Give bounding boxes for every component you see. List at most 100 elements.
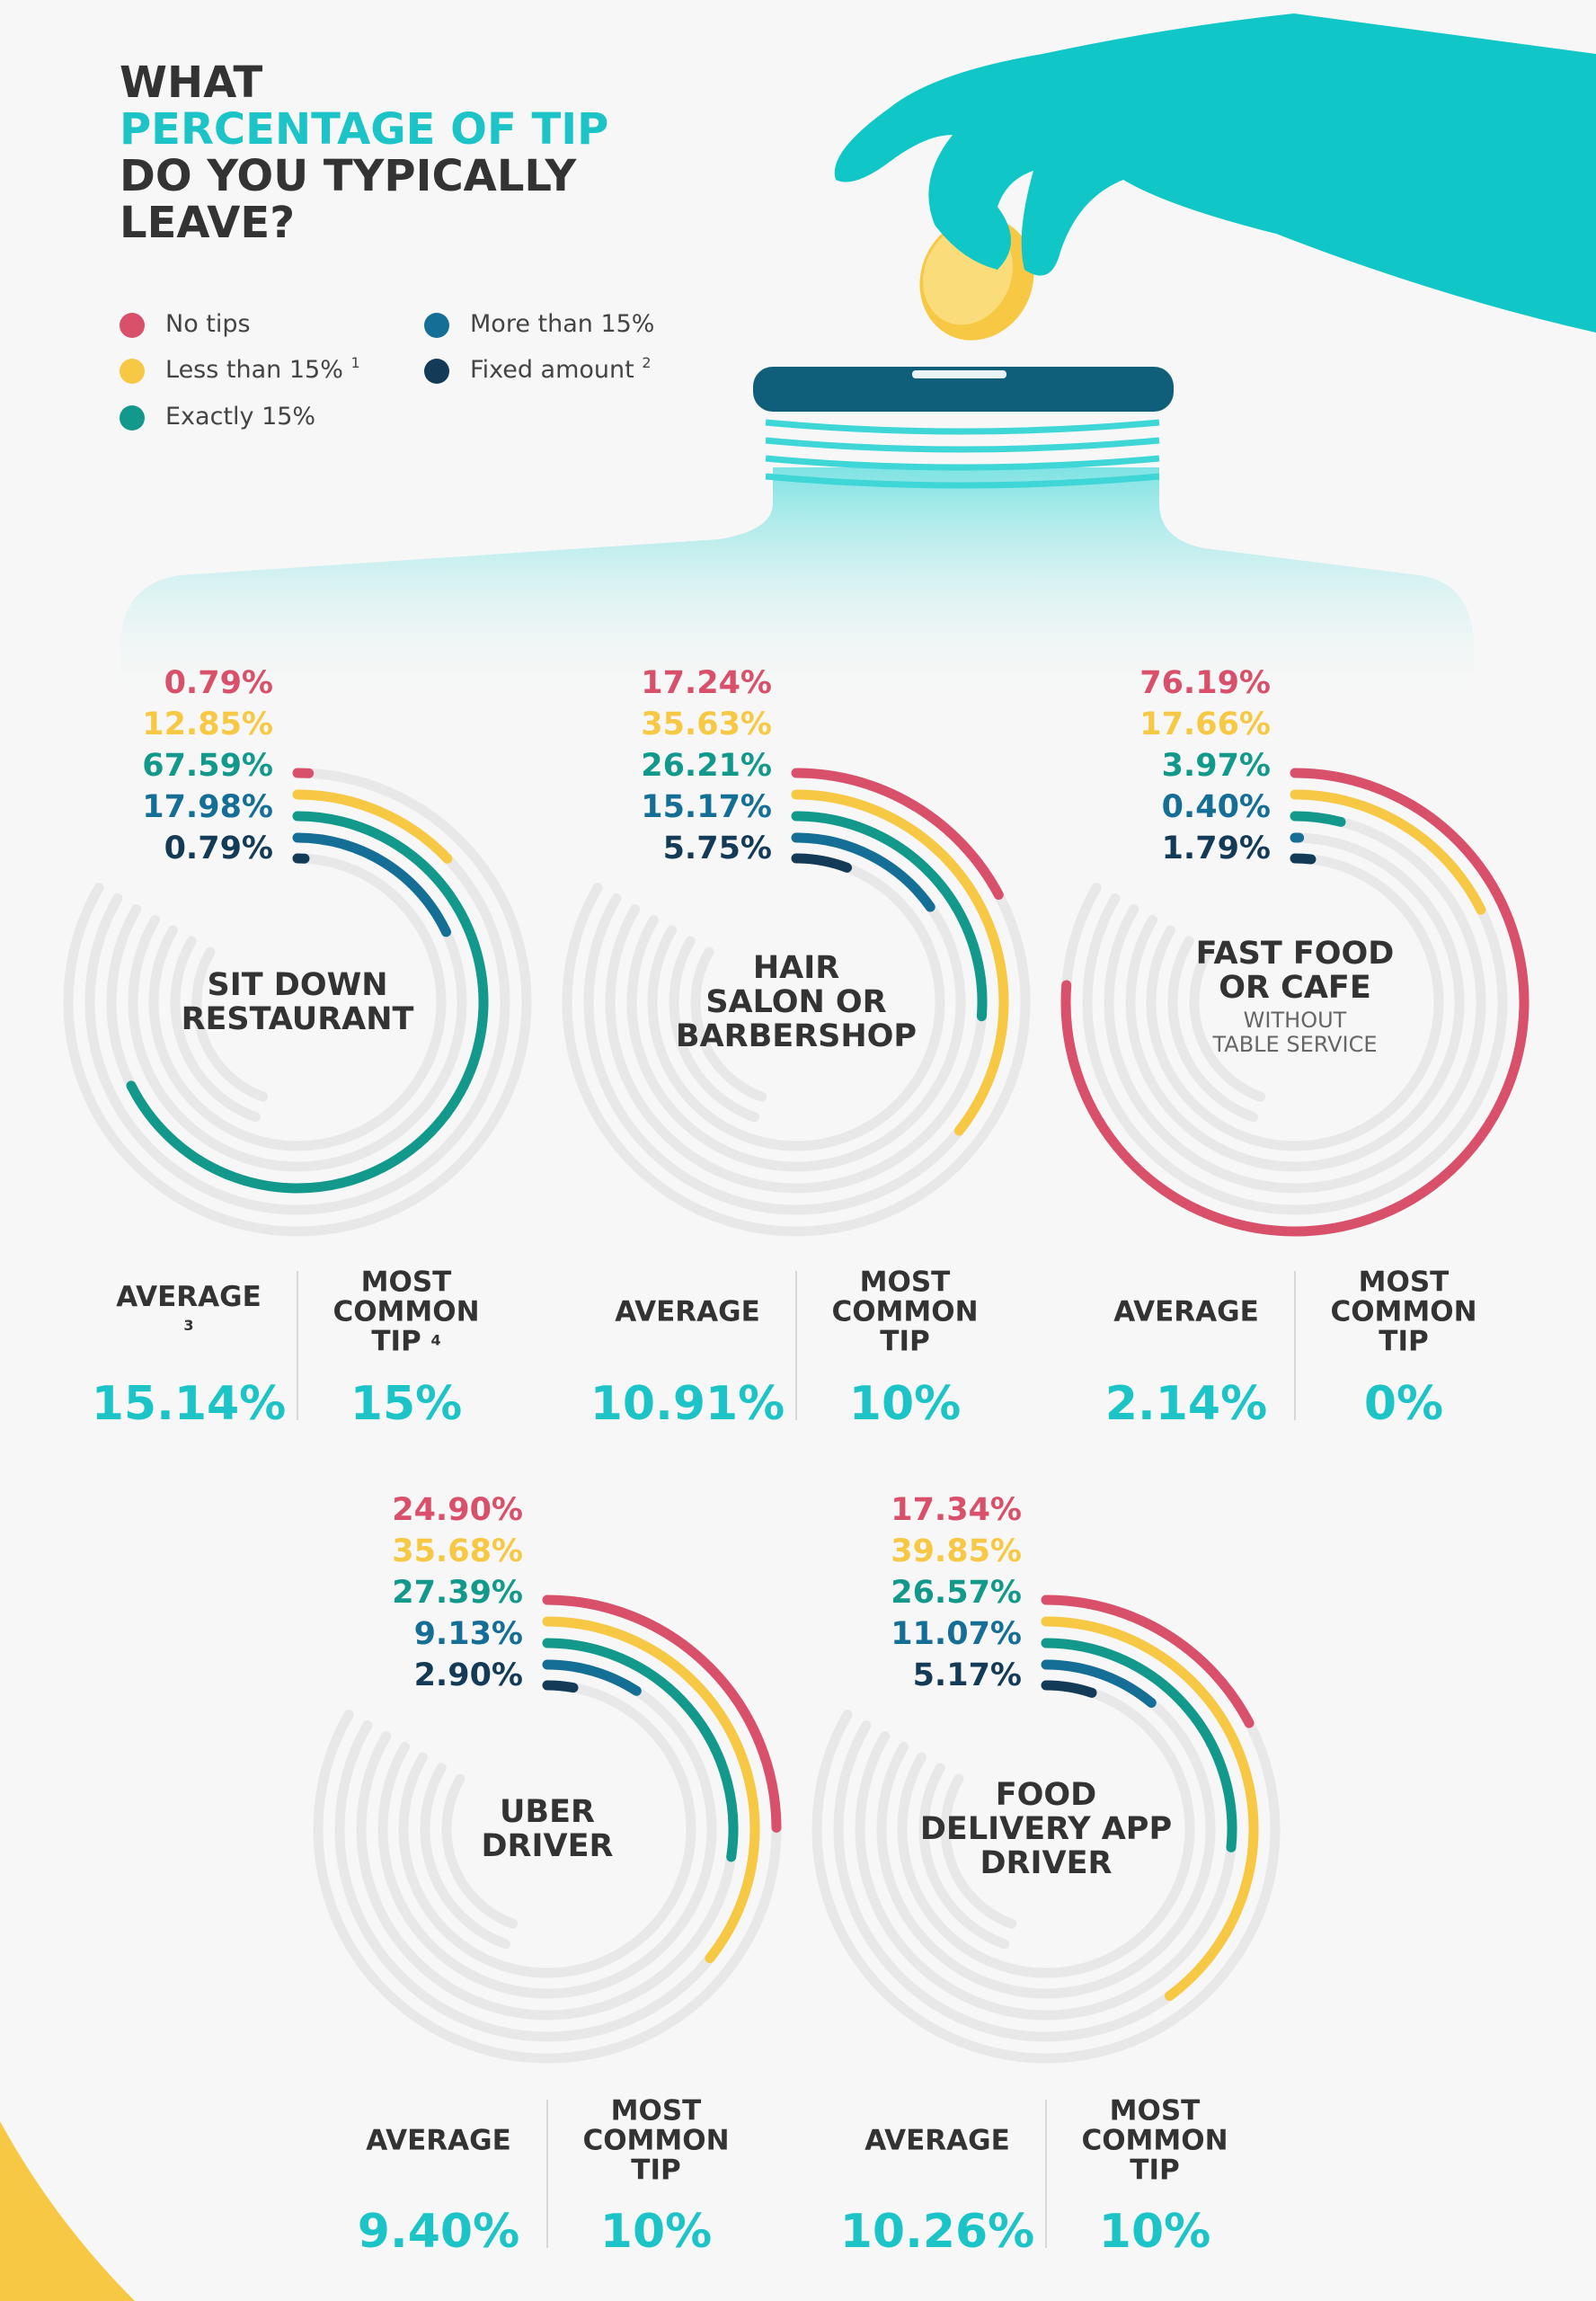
coin-slot bbox=[912, 370, 1006, 378]
ring-bar bbox=[791, 768, 1004, 901]
inner-track bbox=[940, 1773, 1017, 1929]
legend-label: Less than 15% bbox=[165, 356, 343, 384]
ring-track bbox=[647, 853, 945, 1151]
average-value: 9.40% bbox=[357, 2205, 520, 2259]
ring-bar bbox=[791, 789, 1009, 1136]
most-common-value: 10% bbox=[1098, 2205, 1211, 2259]
chart-title: DRIVER bbox=[980, 1845, 1113, 1881]
legend-note: 2 bbox=[642, 354, 652, 371]
ring-bar bbox=[292, 789, 453, 864]
chart-title: RESTAURANT bbox=[181, 1001, 414, 1037]
ring-bar bbox=[542, 1680, 579, 1693]
ring-bar bbox=[542, 1638, 739, 1862]
ring-track bbox=[897, 1680, 1195, 1978]
value-label: 24.90% bbox=[392, 1492, 523, 1528]
ring-bar bbox=[292, 832, 451, 937]
average-value: 2.14% bbox=[1104, 1377, 1268, 1431]
ring-bar bbox=[791, 853, 853, 873]
value-label: 27.39% bbox=[392, 1575, 523, 1611]
chart-title: DRIVER bbox=[481, 1828, 614, 1864]
chart-title: BARBERSHOP bbox=[675, 1018, 918, 1054]
legend-entry: Less than 15% 1 bbox=[165, 354, 360, 384]
value-label: 5.17% bbox=[912, 1657, 1022, 1693]
value-label: 12.85% bbox=[142, 706, 273, 742]
ring-bar bbox=[791, 832, 935, 912]
most-common-value: 15% bbox=[350, 1377, 463, 1431]
value-label: 17.98% bbox=[142, 789, 273, 825]
inner-track bbox=[170, 936, 261, 1123]
most-common-value: 0% bbox=[1363, 1377, 1444, 1431]
average-value: 10.91% bbox=[590, 1377, 785, 1431]
legend-dot bbox=[120, 359, 145, 384]
value-label: 17.24% bbox=[641, 665, 772, 701]
legend-entry: Fixed amount 2 bbox=[470, 354, 652, 384]
chart-title: SALON OR bbox=[705, 984, 887, 1020]
ring-bar bbox=[1060, 768, 1530, 1237]
ring-bar bbox=[1290, 811, 1346, 827]
most-common-title: MOST COMMON TIP bbox=[1330, 1266, 1477, 1358]
most-common-title: MOST COMMON TIP bbox=[1081, 2094, 1228, 2187]
ring-bar bbox=[542, 1595, 782, 1833]
ring-bar bbox=[791, 811, 988, 1022]
legend-label: Exactly 15% bbox=[165, 403, 316, 431]
title-line: DO YOU TYPICALLY bbox=[120, 151, 577, 201]
value-label: 1.79% bbox=[1161, 831, 1271, 866]
value-label: 17.66% bbox=[1139, 706, 1271, 742]
ring-track bbox=[63, 768, 532, 1237]
ring-bar bbox=[1290, 853, 1317, 865]
value-label: 0.40% bbox=[1161, 789, 1271, 825]
ring-bar bbox=[542, 1616, 760, 1964]
legend-dot bbox=[424, 313, 449, 338]
most-common-value: 10% bbox=[599, 2205, 713, 2259]
inner-track bbox=[191, 946, 269, 1102]
ring-track bbox=[1146, 853, 1444, 1151]
value-label: 15.17% bbox=[641, 789, 772, 825]
value-label: 5.75% bbox=[662, 831, 772, 866]
ring-track bbox=[148, 853, 447, 1151]
value-label: 35.68% bbox=[392, 1533, 523, 1569]
chart-subtitle: TABLE SERVICE bbox=[1212, 1032, 1378, 1057]
inner-track bbox=[441, 1773, 519, 1929]
inner-track bbox=[918, 1763, 1009, 1950]
value-label: 67.59% bbox=[142, 748, 273, 784]
ring-track bbox=[84, 789, 510, 1215]
value-label: 26.57% bbox=[891, 1575, 1022, 1611]
title-line: PERCENTAGE OF TIP bbox=[120, 104, 609, 155]
chart-title: HAIR bbox=[752, 950, 840, 986]
legend-entry: More than 15% bbox=[470, 310, 654, 338]
chart-title: DELIVERY APP bbox=[919, 1811, 1173, 1847]
average-value: 10.26% bbox=[839, 2205, 1035, 2259]
jar-lid bbox=[753, 367, 1174, 412]
average-title: AVERAGE bbox=[864, 2124, 1010, 2157]
value-label: 39.85% bbox=[891, 1533, 1022, 1569]
ring-track bbox=[1125, 832, 1465, 1172]
value-label: 17.34% bbox=[891, 1492, 1022, 1528]
value-label: 0.79% bbox=[164, 665, 273, 701]
legend-label: More than 15% bbox=[470, 310, 655, 338]
ring-bar bbox=[1041, 1616, 1259, 2002]
most-common-title: MOST COMMON TIP bbox=[582, 2094, 730, 2187]
ring-bar bbox=[1041, 1680, 1097, 1698]
legend-dot bbox=[120, 405, 145, 431]
average-title: AVERAGE bbox=[366, 2124, 511, 2157]
inner-track bbox=[1167, 936, 1258, 1123]
inner-track bbox=[669, 936, 759, 1123]
value-label: 9.13% bbox=[413, 1616, 523, 1652]
average-title: AVERAGE 3 bbox=[116, 1281, 262, 1335]
legend-note: 1 bbox=[350, 354, 360, 371]
value-label: 0.79% bbox=[164, 831, 273, 866]
legend-entry: Exactly 15% bbox=[165, 403, 315, 431]
jar-body bbox=[120, 467, 1474, 701]
inner-track bbox=[690, 946, 767, 1102]
corner-shape bbox=[0, 2121, 135, 2301]
legend-entry: No tips bbox=[165, 310, 251, 338]
ring-track bbox=[1104, 811, 1486, 1194]
legend-label: No tips bbox=[165, 310, 251, 338]
value-label: 26.21% bbox=[641, 748, 772, 784]
average-title: AVERAGE bbox=[1113, 1295, 1259, 1328]
average-note: 3 bbox=[183, 1317, 194, 1334]
chart-title: FAST FOOD bbox=[1195, 936, 1395, 972]
